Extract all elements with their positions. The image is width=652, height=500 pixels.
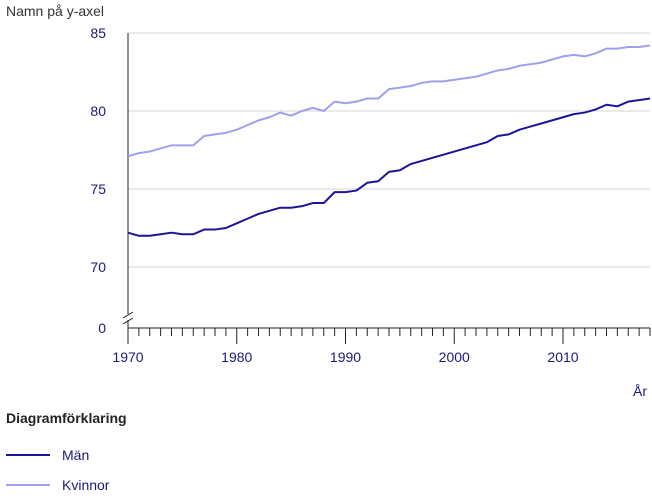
- legend-label-man: Män: [62, 447, 90, 463]
- y-axis-title: Namn på y-axel: [6, 3, 104, 19]
- series-line-kvinnor: [127, 44, 651, 158]
- y-tick-label-0: 0: [98, 320, 106, 336]
- x-tick-labels: 1970 1980 1990 2000 2010: [112, 349, 578, 365]
- gridlines: [128, 32, 650, 268]
- legend: Diagramförklaring Män Kvinnor: [6, 410, 127, 500]
- line-chart: Namn på y-axel 0 70 75 80 85 1970 1980 1990 200…: [6, 3, 651, 399]
- series-lines: [127, 44, 651, 237]
- legend-title: Diagramförklaring: [6, 410, 127, 426]
- x-tick-label-2010: 2010: [547, 349, 578, 365]
- series-line-man: [127, 97, 651, 237]
- legend-item-kvinnor: Kvinnor: [6, 470, 127, 500]
- x-axis-title: År: [633, 383, 647, 399]
- x-tick-label-1980: 1980: [221, 349, 252, 365]
- axis-break-mark: [122, 317, 134, 325]
- y-tick-labels: 0 70 75 80 85: [90, 25, 106, 336]
- legend-swatch-man: [6, 454, 50, 456]
- x-tick-label-1990: 1990: [330, 349, 361, 365]
- axis-break-mark: [122, 311, 134, 319]
- y-tick-label-70: 70: [90, 259, 106, 275]
- x-tick-label-1970: 1970: [112, 349, 143, 365]
- y-tick-label-80: 80: [90, 103, 106, 119]
- legend-item-man: Män: [6, 440, 127, 470]
- legend-label-kvinnor: Kvinnor: [62, 477, 110, 493]
- y-tick-label-75: 75: [90, 181, 106, 197]
- axes: [122, 33, 651, 344]
- legend-swatch-kvinnor: [6, 484, 50, 486]
- y-tick-label-85: 85: [90, 25, 106, 41]
- x-tick-label-2000: 2000: [439, 349, 470, 365]
